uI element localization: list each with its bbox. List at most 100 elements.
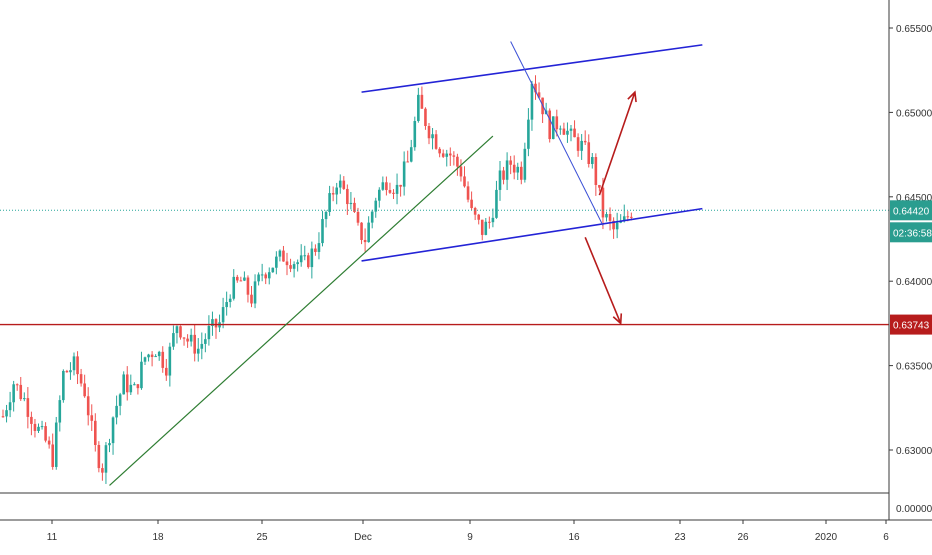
candle-body: [480, 219, 484, 235]
candle-body: [289, 265, 292, 269]
candle-body: [338, 180, 342, 188]
arrow-up[interactable]: [598, 91, 636, 196]
candle-body: [125, 374, 129, 393]
candle-body: [324, 211, 328, 220]
y-tick-label: 0.64500: [896, 193, 932, 204]
candle-body: [221, 307, 225, 323]
candle-body: [54, 422, 58, 467]
candle-body: [47, 440, 51, 445]
x-tick-label: 9: [467, 532, 473, 543]
candle-body: [307, 255, 310, 268]
drawings-layer[interactable]: [109, 41, 703, 486]
candle-body: [576, 137, 580, 151]
price-axis[interactable]: 0.65500 0.65000 0.64500 0.64000 0.63500 0.630…: [889, 24, 932, 457]
candle-body: [378, 189, 381, 201]
countdown-label: 02:36:58: [893, 228, 932, 239]
candle-body: [232, 276, 236, 299]
candle-body: [161, 351, 165, 368]
x-tick-label: 26: [737, 532, 749, 543]
candle-body: [225, 302, 228, 308]
candle-body: [360, 222, 363, 240]
candle-body: [438, 148, 441, 154]
candle-body: [19, 384, 23, 400]
candle-body: [381, 182, 385, 190]
candle-body: [1, 416, 5, 418]
candle-body: [186, 338, 189, 342]
candle-body: [101, 468, 104, 473]
candle-body: [260, 274, 264, 276]
candle-body: [321, 219, 324, 244]
candle-body: [452, 155, 456, 157]
candle-body: [115, 405, 118, 418]
candle-body: [129, 384, 133, 393]
candle-body: [388, 190, 392, 193]
candle-body: [346, 188, 349, 205]
candle-body: [363, 239, 367, 243]
candle-body: [441, 153, 445, 157]
candle-body: [328, 193, 331, 212]
candle-body: [236, 276, 239, 281]
candle-body: [5, 410, 8, 417]
candle-body: [193, 334, 196, 354]
candle-body: [108, 443, 111, 446]
x-tick-label: 11: [47, 532, 58, 543]
plot-area[interactable]: [0, 75, 889, 484]
candle-body: [580, 140, 583, 151]
level-badge: [890, 314, 932, 335]
lower-channel-line[interactable]: [361, 207, 703, 262]
x-tick-label: 23: [674, 532, 686, 543]
candle-body: [527, 119, 530, 149]
candle-body: [583, 140, 587, 143]
candle-body: [111, 417, 115, 444]
candle-body: [424, 108, 427, 126]
candle-body: [594, 157, 598, 185]
blue-downtrend-line[interactable]: [510, 41, 604, 226]
candle-body: [292, 264, 296, 269]
candle-body: [431, 134, 434, 139]
candle-body: [353, 202, 356, 212]
y-tick-label: 0.65000: [896, 108, 932, 119]
candle-body: [374, 200, 378, 212]
candle-body: [140, 361, 143, 389]
candle-body: [275, 256, 278, 268]
candle-body: [8, 402, 12, 411]
upper-channel-line[interactable]: [361, 44, 703, 93]
candle-body: [200, 343, 204, 349]
candle-body: [548, 110, 551, 140]
candle-body: [413, 121, 417, 148]
candle-body: [523, 148, 527, 180]
candle-body: [214, 319, 218, 328]
candle-body: [569, 128, 573, 131]
time-axis[interactable]: 11 18 25 Dec 9 16 23 26 2020 6: [47, 520, 889, 543]
candle-body: [591, 157, 594, 164]
candle-body: [285, 261, 289, 266]
candle-body: [498, 170, 502, 190]
x-tick-label: 18: [152, 532, 164, 543]
green-trendline[interactable]: [109, 135, 494, 486]
candle-body: [296, 262, 299, 265]
candle-body: [370, 211, 374, 223]
candle-body: [612, 220, 615, 230]
candle-body: [551, 116, 555, 140]
candle-body: [303, 255, 307, 257]
candle-body: [559, 128, 562, 130]
arrow-down[interactable]: [584, 237, 622, 324]
candle-body: [399, 184, 402, 187]
candle-body: [30, 416, 33, 424]
candle-body: [491, 217, 495, 223]
candle-body: [630, 216, 633, 218]
candle-body: [534, 83, 537, 93]
candle-body: [278, 250, 282, 257]
candle-body: [150, 354, 154, 357]
current-price-badge: [890, 200, 932, 221]
candle-body: [466, 186, 470, 200]
candle-body: [417, 94, 420, 122]
candle-body: [317, 243, 321, 252]
candle-body: [94, 420, 97, 445]
candle-body: [392, 192, 395, 194]
candle-body: [97, 444, 101, 469]
candle-body: [65, 370, 69, 373]
